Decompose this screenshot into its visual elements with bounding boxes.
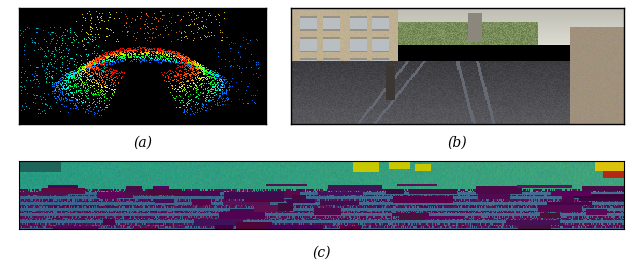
Text: (a): (a) bbox=[133, 135, 152, 149]
Text: (b): (b) bbox=[448, 135, 467, 149]
Text: (c): (c) bbox=[312, 246, 331, 260]
